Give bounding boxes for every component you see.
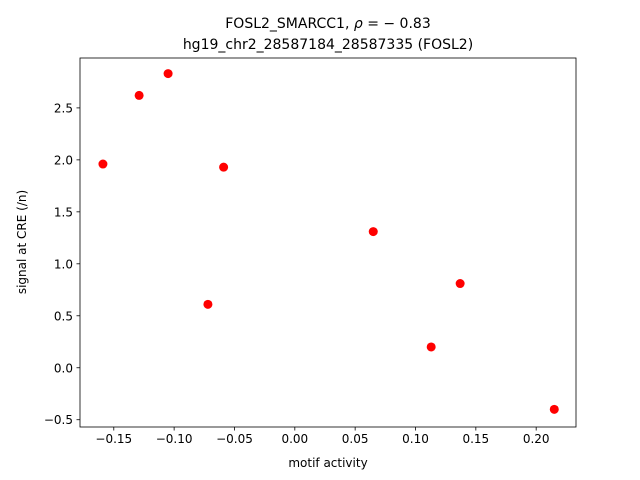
y-tick-label: 2.5 bbox=[54, 101, 73, 115]
plot-marks bbox=[98, 69, 559, 414]
x-tick-label: 0.15 bbox=[462, 432, 489, 446]
y-axis-label: signal at CRE (/n) bbox=[15, 190, 29, 294]
x-tick-label: 0.00 bbox=[281, 432, 308, 446]
chart-subtitle: hg19_chr2_28587184_28587335 (FOSL2) bbox=[183, 37, 473, 53]
x-tick-label: −0.05 bbox=[216, 432, 253, 446]
data-point-3 bbox=[163, 69, 173, 79]
x-tick-label: 0.10 bbox=[402, 432, 429, 446]
data-point-7 bbox=[426, 342, 436, 352]
x-tick-label: −0.10 bbox=[156, 432, 193, 446]
y-tick-label: 1.5 bbox=[54, 205, 73, 219]
y-tick-label: 1.0 bbox=[54, 257, 73, 271]
x-axis-ticks: −0.15 −0.10 −0.05 0.00 0.05 0.10 0.15 0.20 bbox=[95, 427, 550, 446]
x-tick-label: 0.20 bbox=[523, 432, 550, 446]
chart-title: FOSL2_SMARCC1, ρ = − 0.83 bbox=[225, 16, 430, 32]
y-tick-label: 0.0 bbox=[54, 361, 73, 375]
x-tick-label: −0.15 bbox=[95, 432, 132, 446]
data-point-1 bbox=[98, 159, 108, 169]
plot-frame bbox=[79, 57, 577, 428]
data-point-8 bbox=[455, 279, 465, 289]
x-axis-label: motif activity bbox=[288, 456, 367, 470]
y-tick-label: 2.0 bbox=[54, 153, 73, 167]
data-point-9 bbox=[549, 404, 559, 414]
y-tick-label: 0.5 bbox=[54, 309, 73, 323]
x-tick-label: 0.05 bbox=[342, 432, 369, 446]
data-point-6 bbox=[368, 227, 378, 237]
data-point-5 bbox=[219, 162, 229, 172]
y-axis-ticks: −0.5 0.0 0.5 1.0 1.5 2.0 2.5 bbox=[44, 101, 80, 427]
data-point-2 bbox=[134, 90, 144, 100]
data-point-4 bbox=[203, 299, 213, 309]
y-tick-label: −0.5 bbox=[44, 413, 73, 427]
